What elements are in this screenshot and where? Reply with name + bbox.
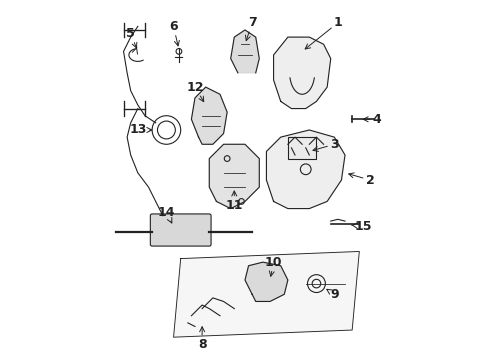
Text: 9: 9 <box>327 288 339 301</box>
Text: 14: 14 <box>158 206 175 223</box>
Text: 1: 1 <box>305 16 342 49</box>
Text: 15: 15 <box>351 220 371 233</box>
Text: 10: 10 <box>265 256 282 276</box>
Text: 11: 11 <box>225 191 243 212</box>
Text: 13: 13 <box>129 123 152 136</box>
Text: 3: 3 <box>313 138 339 152</box>
Polygon shape <box>192 87 227 144</box>
Text: 4: 4 <box>363 113 382 126</box>
Polygon shape <box>209 144 259 208</box>
Polygon shape <box>267 130 345 208</box>
Text: 12: 12 <box>186 81 204 102</box>
Text: 6: 6 <box>169 20 179 46</box>
Text: 8: 8 <box>198 327 206 351</box>
Text: 5: 5 <box>126 27 137 48</box>
FancyBboxPatch shape <box>150 214 211 246</box>
FancyBboxPatch shape <box>288 137 317 158</box>
Polygon shape <box>173 251 359 337</box>
Polygon shape <box>245 262 288 301</box>
Text: 2: 2 <box>349 173 374 186</box>
Polygon shape <box>231 30 259 73</box>
Text: 7: 7 <box>245 16 257 41</box>
Polygon shape <box>273 37 331 109</box>
